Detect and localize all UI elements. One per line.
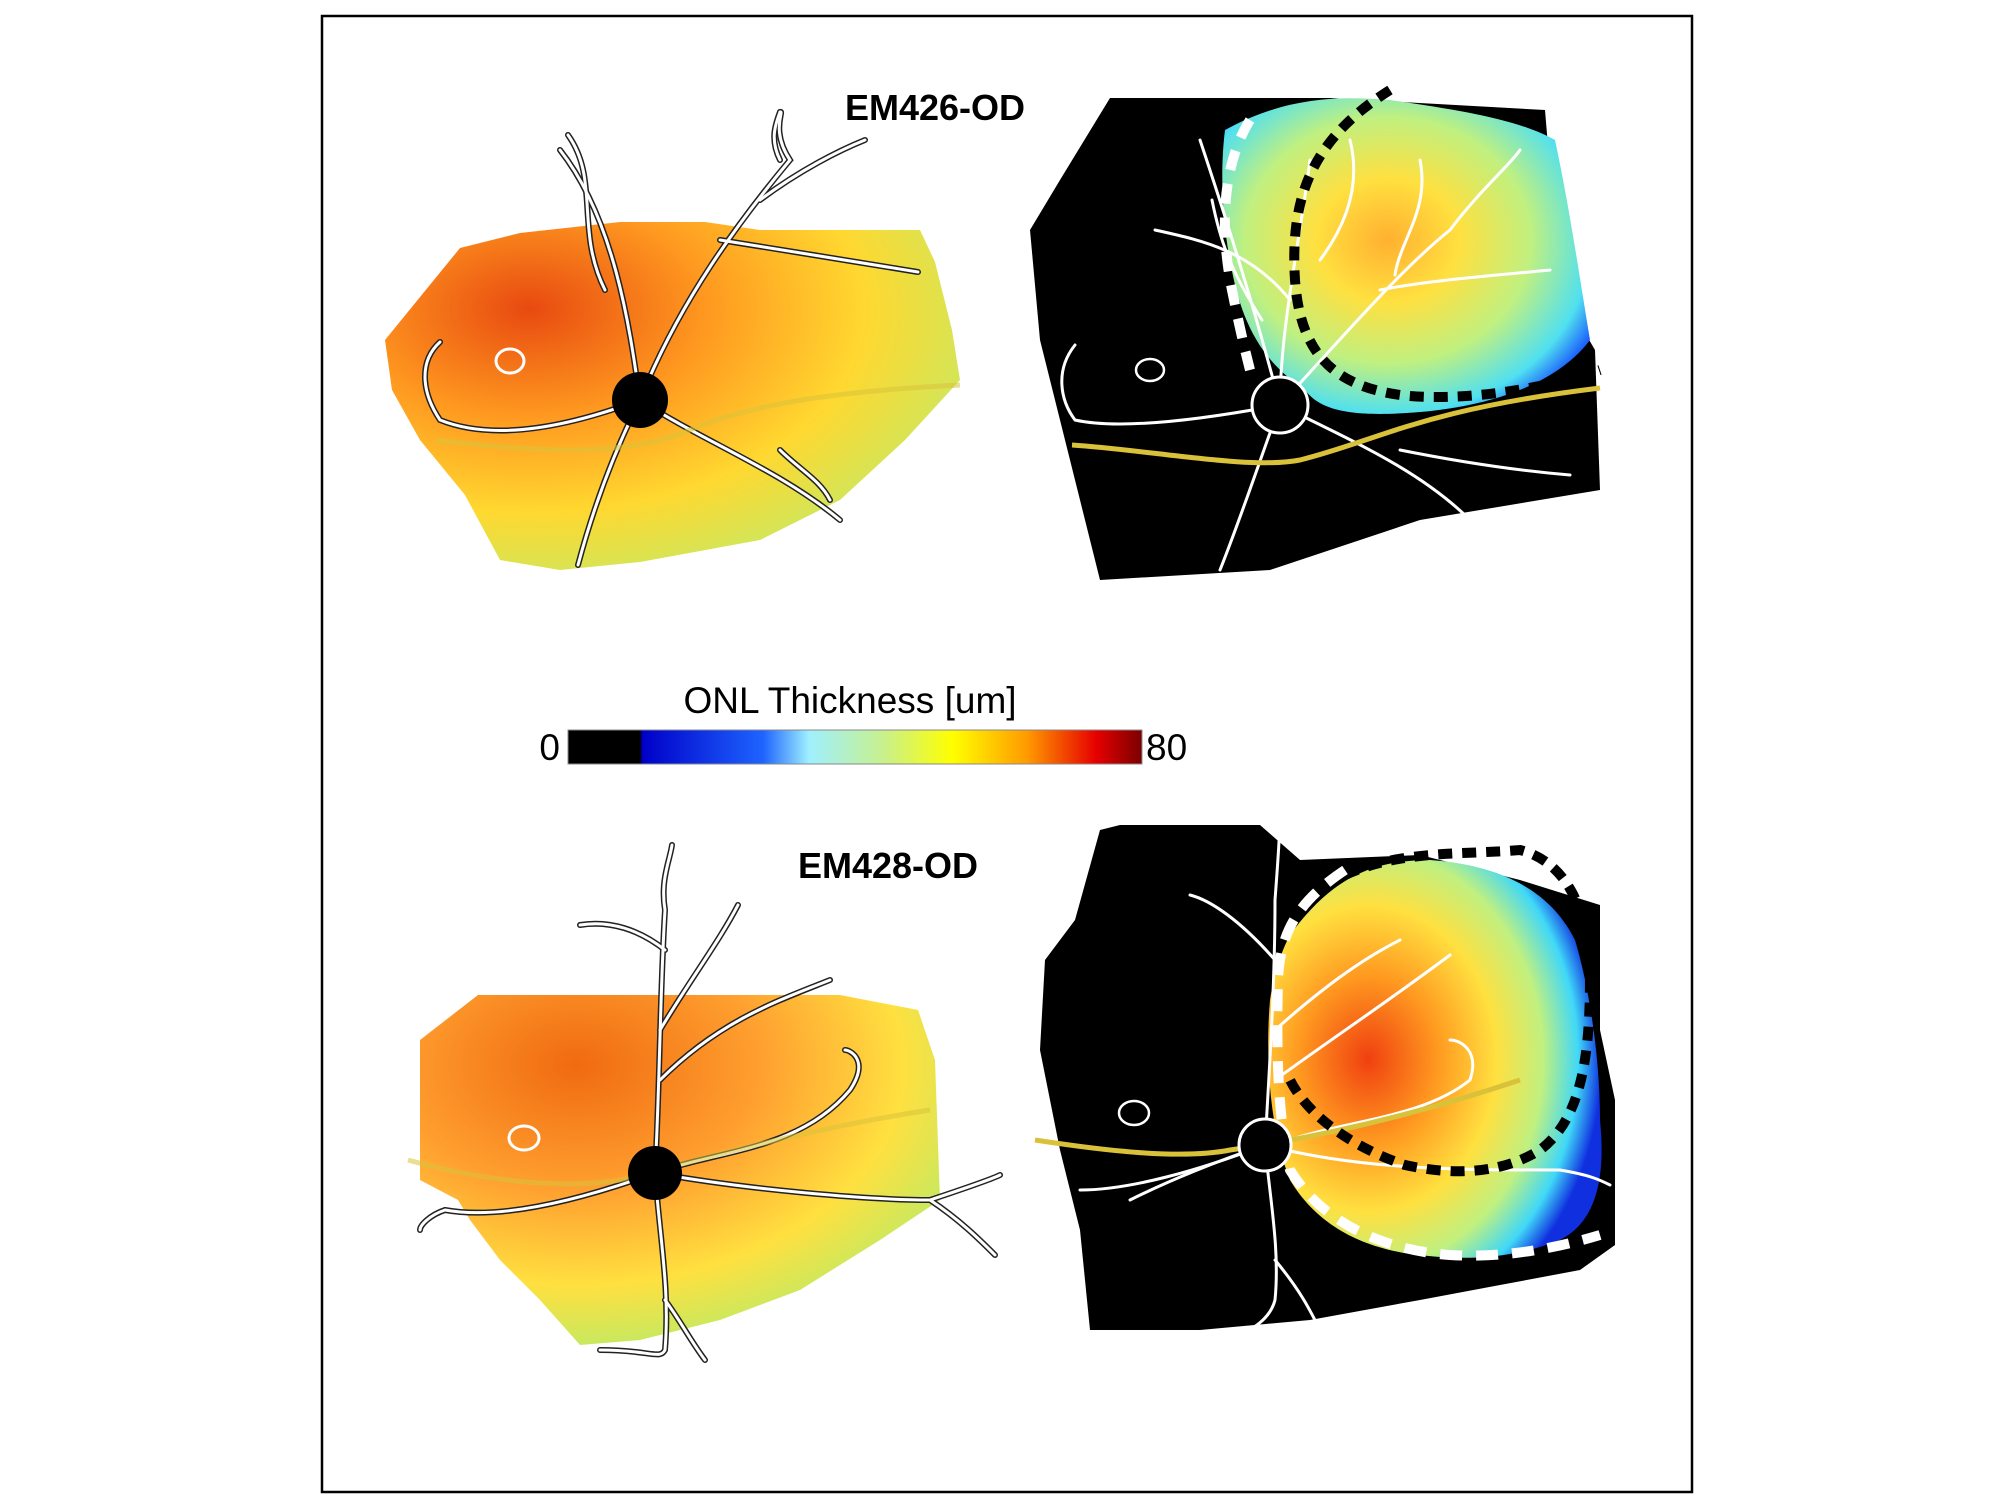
map-bottom-right xyxy=(1034,813,1615,1337)
optic-disc xyxy=(612,372,668,428)
guide-line xyxy=(1034,1077,1521,1157)
colorbar-gradient xyxy=(567,729,1143,765)
colorbar: ONL Thickness [um] 0 80 xyxy=(539,680,1187,768)
colorbar-title: ONL Thickness [um] xyxy=(683,680,1016,721)
boundary-outline-outer xyxy=(1272,865,1602,1261)
thickness-region xyxy=(1222,98,1590,414)
thickness-map xyxy=(385,222,960,570)
fovea-marker xyxy=(507,1124,541,1152)
vessel-tree xyxy=(417,842,1003,1363)
guide-line xyxy=(1071,385,1601,466)
optic-disc xyxy=(628,1146,682,1200)
optic-disc xyxy=(1237,1117,1293,1173)
vessel-tree xyxy=(422,109,921,568)
colorbar-max-label: 80 xyxy=(1146,727,1187,768)
figure-frame xyxy=(320,14,1694,1494)
fovea-marker xyxy=(494,347,526,375)
colorbar-min-label: 0 xyxy=(539,727,560,768)
optic-disc xyxy=(1250,375,1310,435)
guide-line xyxy=(435,382,961,453)
guide-line xyxy=(407,1107,931,1187)
map-top-right xyxy=(1030,85,1602,580)
map-top-left xyxy=(385,109,961,570)
boundary-outline-outer xyxy=(1219,117,1255,372)
sample-label-bottom: EM428-OD xyxy=(798,845,978,886)
boundary-outline-inner xyxy=(1285,844,1596,1177)
fovea-marker xyxy=(1134,357,1166,383)
fovea-marker xyxy=(1117,1099,1151,1127)
map-bottom-left xyxy=(407,842,1003,1363)
thickness-region xyxy=(1268,860,1602,1258)
sample-label-top: EM426-OD xyxy=(845,87,1025,128)
